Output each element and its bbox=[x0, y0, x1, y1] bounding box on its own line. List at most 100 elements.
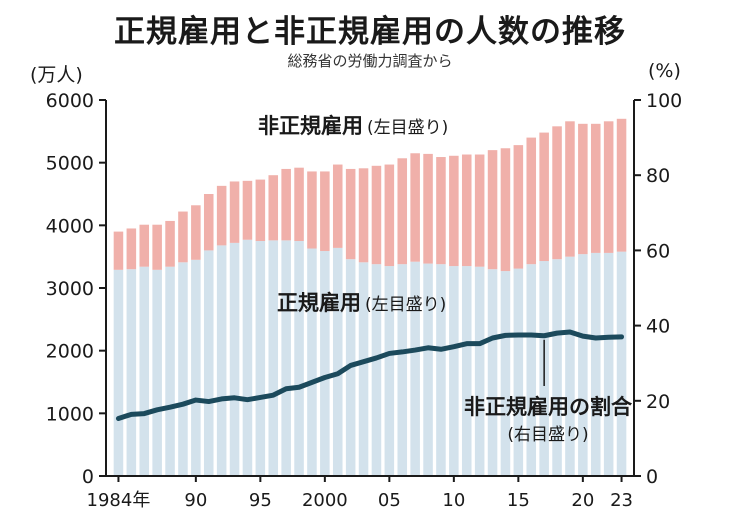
bar-nonregular-1995 bbox=[255, 179, 266, 241]
nonregular-label-main: 非正規雇用 bbox=[258, 114, 363, 138]
x-tick-label-2010: 10 bbox=[442, 490, 465, 511]
bar-regular-2004 bbox=[371, 264, 382, 476]
bar-nonregular-1999 bbox=[307, 171, 317, 249]
bar-nonregular-2007 bbox=[410, 153, 420, 262]
bar-nonregular-2002 bbox=[345, 168, 356, 260]
bar-nonregular-2016 bbox=[526, 137, 537, 265]
left-axis-unit: (万人) bbox=[30, 64, 83, 86]
bar-nonregular-1990 bbox=[191, 205, 201, 260]
bar-regular-1999 bbox=[307, 248, 317, 476]
bar-nonregular-1998 bbox=[294, 167, 304, 241]
bar-nonregular-1996 bbox=[268, 175, 279, 241]
bar-regular-2000 bbox=[320, 251, 330, 476]
bar-nonregular-2020 bbox=[578, 123, 588, 255]
bar-nonregular-1991 bbox=[203, 194, 214, 251]
right-tick-label-0: 0 bbox=[646, 466, 658, 488]
bar-regular-2010 bbox=[449, 266, 459, 476]
bar-regular-1991 bbox=[203, 250, 214, 476]
right-tick-label-80: 80 bbox=[646, 165, 670, 187]
bar-nonregular-1993 bbox=[229, 181, 240, 243]
bar-nonregular-2003 bbox=[358, 168, 369, 263]
ratio-line-layer bbox=[115, 329, 625, 421]
bar-regular-2011 bbox=[461, 266, 472, 476]
bar-regular-1998 bbox=[294, 241, 304, 476]
bar-regular-2013 bbox=[487, 269, 498, 476]
bar-nonregular-1988 bbox=[165, 220, 175, 267]
bar-nonregular-2009 bbox=[436, 157, 446, 265]
bar-nonregular-1997 bbox=[281, 168, 291, 241]
bar-regular-2022 bbox=[603, 252, 614, 476]
bar-nonregular-2023 bbox=[616, 118, 627, 252]
axes-layer: 0 1000 2000 3000 4000 5000 6000 0 20 40 60 80 100 198… bbox=[46, 90, 683, 511]
bar-regular-1996 bbox=[268, 240, 279, 476]
bar-nonregular-2005 bbox=[384, 164, 395, 267]
bar-regular-2007 bbox=[410, 261, 420, 476]
bar-regular-2008 bbox=[423, 263, 433, 476]
bar-regular-2020 bbox=[578, 254, 588, 476]
bar-regular-2018 bbox=[552, 259, 562, 476]
bar-regular-2003 bbox=[358, 262, 369, 476]
left-tick-label-3000: 3000 bbox=[46, 278, 94, 300]
bar-regular-2005 bbox=[384, 266, 395, 476]
bar-nonregular-1986 bbox=[139, 224, 150, 267]
bar-nonregular-2011 bbox=[461, 154, 472, 267]
x-tick-label-2015: 15 bbox=[507, 490, 530, 511]
bar-regular-2012 bbox=[474, 266, 485, 476]
left-tick-label-0: 0 bbox=[82, 466, 94, 488]
left-tick-label-6000: 6000 bbox=[46, 90, 94, 112]
bar-regular-1990 bbox=[191, 259, 201, 476]
x-tick-label-2000: 2000 bbox=[302, 490, 348, 511]
x-tick-label-2020: 20 bbox=[571, 490, 594, 511]
x-tick-label-2023: 23 bbox=[610, 490, 633, 511]
regular-label-sub: (左目盛り) bbox=[365, 295, 446, 315]
bar-regular-1989 bbox=[178, 262, 188, 476]
bar-regular-2021 bbox=[590, 252, 601, 476]
bar-regular-1984 bbox=[113, 269, 124, 476]
annotation-layer: 非正規雇用 (左目盛り) 正規雇用 (左目盛り) 非正規雇用の割合 (右目盛り) bbox=[258, 114, 633, 445]
regular-label: 正規雇用 (左目盛り) bbox=[277, 291, 446, 315]
bar-regular-1993 bbox=[229, 242, 240, 476]
bar-regular-1986 bbox=[139, 266, 150, 476]
ratio-label-sub: (右目盛り) bbox=[507, 425, 588, 445]
bar-nonregular-2013 bbox=[487, 150, 498, 270]
bar-regular-1994 bbox=[242, 239, 253, 476]
bar-regular-2016 bbox=[526, 264, 537, 476]
bar-regular-1987 bbox=[152, 269, 162, 476]
regular-label-main: 正規雇用 bbox=[277, 291, 361, 315]
ratio-line bbox=[115, 329, 625, 421]
bar-regular-1985 bbox=[126, 269, 137, 476]
bar-nonregular-2000 bbox=[320, 171, 330, 252]
bar-nonregular-2021 bbox=[590, 123, 601, 253]
left-tick-label-1000: 1000 bbox=[46, 403, 94, 425]
right-tick-label-20: 20 bbox=[646, 391, 670, 413]
bar-regular-2001 bbox=[332, 247, 343, 476]
bar-nonregular-2006 bbox=[397, 158, 408, 265]
bar-nonregular-1994 bbox=[242, 180, 253, 240]
bar-nonregular-2019 bbox=[565, 121, 575, 257]
chart-title: 正規雇用と非正規雇用の人数の推移 bbox=[114, 14, 626, 50]
bar-regular-2015 bbox=[513, 268, 524, 476]
bar-regular-2006 bbox=[397, 264, 408, 476]
left-tick-label-5000: 5000 bbox=[46, 153, 94, 175]
right-tick-label-100: 100 bbox=[646, 90, 682, 112]
bar-nonregular-2017 bbox=[539, 132, 549, 262]
left-tick-label-2000: 2000 bbox=[46, 341, 94, 363]
bar-nonregular-2012 bbox=[474, 154, 485, 267]
bar-nonregular-2022 bbox=[603, 121, 614, 253]
bar-regular-1988 bbox=[165, 266, 175, 476]
bar-nonregular-2014 bbox=[500, 148, 511, 272]
bar-regular-1992 bbox=[216, 245, 227, 476]
left-tick-label-4000: 4000 bbox=[46, 215, 94, 237]
nonregular-label-sub: (左目盛り) bbox=[367, 118, 448, 138]
bar-nonregular-1987 bbox=[152, 224, 162, 270]
bar-nonregular-2018 bbox=[552, 126, 562, 260]
x-tick-label-1995: 95 bbox=[249, 490, 272, 511]
x-tick-label-1984: 1984年 bbox=[87, 490, 151, 511]
x-tick-label-2005: 05 bbox=[378, 490, 401, 511]
x-tick-label-1990: 90 bbox=[184, 490, 207, 511]
bar-regular-2014 bbox=[500, 271, 511, 476]
ratio-label-main: 非正規雇用の割合 bbox=[464, 395, 633, 419]
bar-regular-1997 bbox=[281, 240, 291, 476]
bar-nonregular-2001 bbox=[332, 164, 343, 248]
